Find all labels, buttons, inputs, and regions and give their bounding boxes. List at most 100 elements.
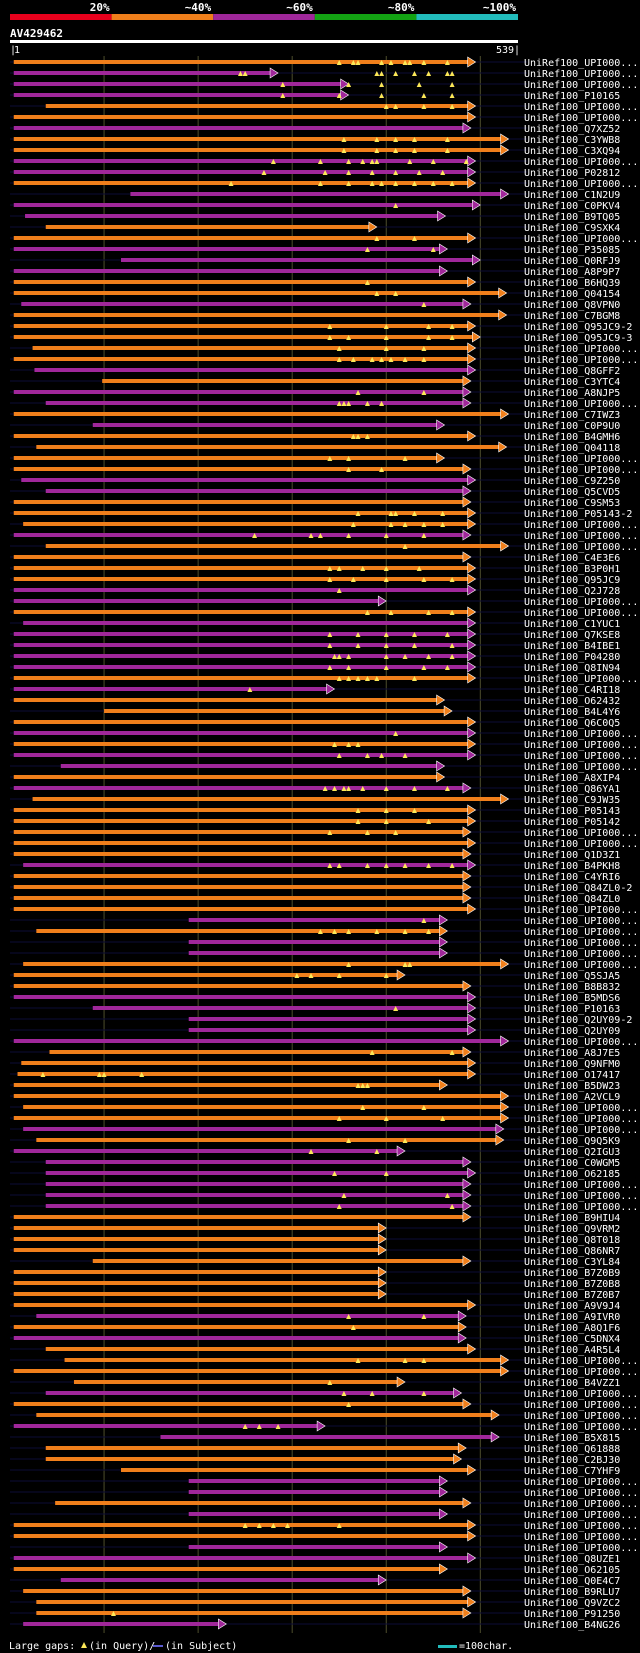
hit-label[interactable]: UniRef100_C4E3E6: [524, 553, 620, 564]
hit-row[interactable]: UniRef100_Q8GFF2: [10, 364, 620, 377]
hit-row[interactable]: UniRef100_P10165: [10, 89, 620, 102]
hit-row[interactable]: UniRef100_UPI000...: [10, 397, 638, 410]
hit-row[interactable]: UniRef100_P02812: [10, 166, 620, 179]
hit-row[interactable]: UniRef100_P91250: [10, 1607, 620, 1620]
hit-label[interactable]: UniRef100_C2BJ30: [524, 1455, 620, 1466]
hit-label[interactable]: UniRef100_B4GMH6: [524, 432, 620, 443]
hit-row[interactable]: UniRef100_UPI000...: [10, 56, 638, 69]
hit-label[interactable]: UniRef100_UPI000...: [524, 927, 638, 938]
hit-label[interactable]: UniRef100_P10163: [524, 1004, 620, 1015]
hit-label[interactable]: UniRef100_C9SM53: [524, 498, 620, 509]
hit-row[interactable]: UniRef100_B7Z0B7: [10, 1288, 620, 1301]
hit-row[interactable]: UniRef100_P05143: [10, 804, 620, 817]
hit-label[interactable]: UniRef100_O62105: [524, 1565, 620, 1576]
hit-label[interactable]: UniRef100_C9SXK4: [524, 223, 620, 234]
hit-row[interactable]: UniRef100_UPI000...: [10, 1123, 638, 1136]
hit-label[interactable]: UniRef100_P35085: [524, 245, 620, 256]
hit-label[interactable]: UniRef100_UPI000...: [524, 608, 638, 619]
hit-row[interactable]: UniRef100_UPI000...: [10, 1475, 638, 1488]
hit-row[interactable]: UniRef100_Q0RFJ9: [10, 254, 620, 267]
hit-label[interactable]: UniRef100_C0WGM5: [524, 1158, 620, 1169]
hit-label[interactable]: UniRef100_A8NJP5: [524, 388, 620, 399]
hit-row[interactable]: UniRef100_B5X815: [10, 1431, 620, 1444]
hit-label[interactable]: UniRef100_Q9VZC2: [524, 1598, 620, 1609]
hit-row[interactable]: UniRef100_Q2UY09: [10, 1024, 620, 1037]
hit-row[interactable]: UniRef100_UPI000...: [10, 837, 638, 850]
hit-label[interactable]: UniRef100_UPI000...: [524, 1103, 638, 1114]
hit-label[interactable]: UniRef100_UPI000...: [524, 531, 638, 542]
hit-label[interactable]: UniRef100_B7Z0B8: [524, 1279, 620, 1290]
hit-row[interactable]: UniRef100_UPI000...: [10, 540, 638, 553]
hit-label[interactable]: UniRef100_Q7XZ52: [524, 124, 620, 135]
hit-row[interactable]: UniRef100_Q84ZL0: [10, 892, 620, 905]
hit-label[interactable]: UniRef100_Q04154: [524, 289, 620, 300]
hit-row[interactable]: UniRef100_B4GMH6: [10, 430, 620, 443]
hit-label[interactable]: UniRef100_P05143: [524, 806, 620, 817]
hit-row[interactable]: UniRef100_Q2IGU3: [10, 1145, 620, 1158]
hit-row[interactable]: UniRef100_O62185: [10, 1167, 620, 1180]
hit-label[interactable]: UniRef100_UPI000...: [524, 1389, 638, 1400]
hit-label[interactable]: UniRef100_Q8VPN0: [524, 300, 620, 311]
hit-row[interactable]: UniRef100_P04280: [10, 650, 620, 663]
hit-row[interactable]: UniRef100_Q5CVD5: [10, 485, 620, 498]
hit-label[interactable]: UniRef100_O62432: [524, 696, 620, 707]
hit-label[interactable]: UniRef100_C3YWB8: [524, 135, 620, 146]
hit-label[interactable]: UniRef100_Q84ZL0: [524, 894, 620, 905]
hit-row[interactable]: UniRef100_P05143-2: [10, 507, 632, 520]
hit-row[interactable]: UniRef100_UPI000...: [10, 727, 638, 740]
hit-row[interactable]: UniRef100_UPI000...: [10, 1409, 638, 1422]
hit-row[interactable]: UniRef100_UPI000...: [10, 1101, 638, 1114]
hit-label[interactable]: UniRef100_O17417: [524, 1070, 620, 1081]
hit-row[interactable]: UniRef100_B7Z0B8: [10, 1277, 620, 1290]
hit-row[interactable]: UniRef100_UPI000...: [10, 155, 638, 168]
hit-row[interactable]: UniRef100_C9SXK4: [10, 221, 620, 234]
hit-label[interactable]: UniRef100_UPI000...: [524, 762, 638, 773]
hit-label[interactable]: UniRef100_Q95JC9-3: [524, 333, 632, 344]
hit-row[interactable]: UniRef100_O62432: [10, 694, 620, 707]
hit-label[interactable]: UniRef100_UPI000...: [524, 179, 638, 190]
hit-label[interactable]: UniRef100_UPI000...: [524, 1400, 638, 1411]
hit-row[interactable]: UniRef100_C3YTC4: [10, 375, 620, 388]
hit-row[interactable]: UniRef100_C0PKV4: [10, 199, 620, 212]
hit-label[interactable]: UniRef100_C7BGM8: [524, 311, 620, 322]
hit-row[interactable]: UniRef100_UPI000...: [10, 177, 638, 190]
hit-label[interactable]: UniRef100_UPI000...: [524, 1191, 638, 1202]
hit-row[interactable]: UniRef100_Q9VRM2: [10, 1222, 620, 1235]
hit-label[interactable]: UniRef100_UPI000...: [524, 938, 638, 949]
hit-row[interactable]: UniRef100_Q7XZ52: [10, 122, 620, 135]
hit-label[interactable]: UniRef100_B5DW23: [524, 1081, 620, 1092]
hit-row[interactable]: UniRef100_P10163: [10, 1002, 620, 1015]
hit-label[interactable]: UniRef100_P02812: [524, 168, 620, 179]
hit-row[interactable]: UniRef100_B9RLU7: [10, 1585, 620, 1598]
hit-label[interactable]: UniRef100_Q95JC9: [524, 575, 620, 586]
hit-row[interactable]: UniRef100_Q84ZL0-2: [10, 881, 632, 894]
hit-row[interactable]: UniRef100_B4VZZ1: [10, 1376, 620, 1389]
hit-label[interactable]: UniRef100_C4RI18: [524, 685, 620, 696]
hit-row[interactable]: UniRef100_Q04118: [10, 441, 620, 454]
hit-row[interactable]: UniRef100_UPI000...: [10, 738, 638, 751]
hit-row[interactable]: UniRef100_UPI000...: [10, 1354, 638, 1367]
hit-row[interactable]: UniRef100_B6HQ39: [10, 276, 620, 289]
hit-row[interactable]: UniRef100_UPI000...: [10, 925, 638, 938]
hit-label[interactable]: UniRef100_A9V9J4: [524, 1301, 620, 1312]
hit-label[interactable]: UniRef100_UPI000...: [524, 344, 638, 355]
hit-label[interactable]: UniRef100_P91250: [524, 1609, 620, 1620]
hit-label[interactable]: UniRef100_UPI000...: [524, 916, 638, 927]
hit-label[interactable]: UniRef100_UPI000...: [524, 465, 638, 476]
hit-row[interactable]: UniRef100_UPI000...: [10, 232, 638, 245]
hit-label[interactable]: UniRef100_UPI000...: [524, 157, 638, 168]
hit-label[interactable]: UniRef100_C3XQ94: [524, 146, 620, 157]
hit-row[interactable]: UniRef100_B4NG26: [10, 1618, 620, 1631]
hit-label[interactable]: UniRef100_UPI000...: [524, 751, 638, 762]
hit-label[interactable]: UniRef100_A8P9P7: [524, 267, 620, 278]
hit-label[interactable]: UniRef100_A8Q1F6: [524, 1323, 620, 1334]
hit-label[interactable]: UniRef100_Q84ZL0-2: [524, 883, 632, 894]
hit-label[interactable]: UniRef100_Q95JC9-2: [524, 322, 632, 333]
hit-row[interactable]: UniRef100_Q86NR7: [10, 1244, 620, 1257]
hit-row[interactable]: UniRef100_UPI000...: [10, 1112, 638, 1125]
hit-row[interactable]: UniRef100_A8P9P7: [10, 265, 620, 278]
hit-row[interactable]: UniRef100_UPI000...: [10, 958, 638, 971]
hit-label[interactable]: UniRef100_C0PKV4: [524, 201, 620, 212]
hit-row[interactable]: UniRef100_C5DNX4: [10, 1332, 620, 1345]
hit-row[interactable]: UniRef100_P35085: [10, 243, 620, 256]
